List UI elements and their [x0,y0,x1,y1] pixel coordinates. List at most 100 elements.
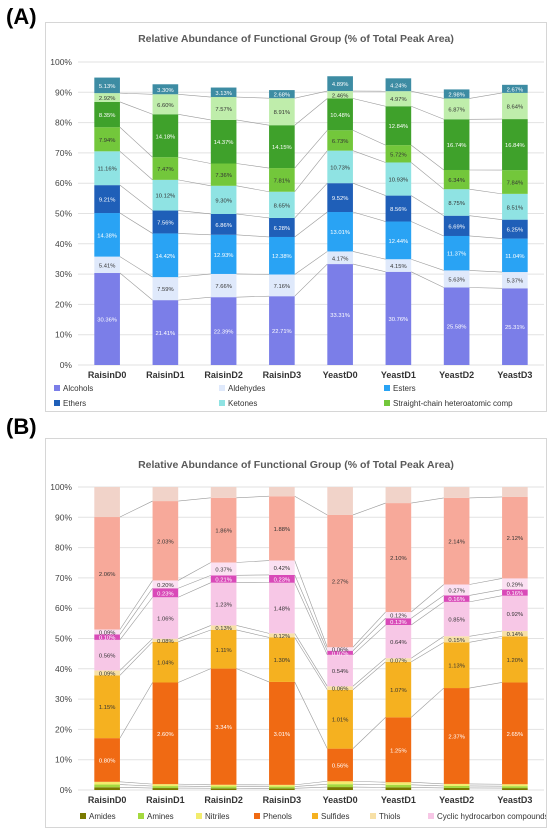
data-label: 12.38% [272,254,292,260]
series-connector [469,631,502,636]
bar-segment-11 [327,487,353,515]
data-label: 1.88% [274,527,290,533]
data-label: 0.29% [507,582,523,588]
series-connector [178,784,211,785]
data-label: 10.73% [330,165,350,171]
y-tick-label: 40% [55,239,72,249]
data-label: 9.30% [215,198,231,204]
series-connector [469,236,502,239]
bar-segment-3 [269,785,295,787]
legend-swatch [219,385,225,391]
series-connector [178,498,211,501]
category-label: YeastD1 [381,795,416,805]
data-label: 33.31% [330,313,350,319]
series-connector [178,94,211,97]
series-connector [295,212,328,237]
bar-segment-3 [502,784,528,786]
legend-swatch [384,385,390,391]
series-connector [120,501,153,517]
bar-segment-2 [502,786,528,788]
data-label: 11.37% [447,252,466,258]
data-label: 2.68% [274,93,290,99]
data-label: 8.65% [274,203,290,209]
data-label: 8.64% [507,104,523,110]
series-connector [411,196,444,216]
series-connector [120,213,153,233]
panel-a: (A) Relative Abundance of Functional Gro… [0,0,550,412]
data-label: 8.51% [507,205,523,211]
category-label: YeastD1 [381,370,416,380]
data-label: 4.17% [332,256,348,262]
data-label: 6.69% [448,224,464,230]
series-connector [469,682,502,688]
data-label: 0.12% [274,634,290,640]
bar-segment-11 [502,487,528,497]
series-connector [295,496,328,515]
series-connector [295,583,328,655]
data-label: 0.13% [215,626,231,632]
bar-segment-2 [386,785,412,788]
data-label: 5.41% [99,263,115,269]
series-connector [469,216,502,220]
series-connector [411,498,444,503]
data-label: 7.66% [215,284,231,290]
data-label: 11.04% [505,254,524,260]
y-tick-label: 70% [55,148,72,158]
panel-a-letter: (A) [6,4,37,30]
data-label: 0.09% [99,671,115,677]
data-label: 0.56% [332,763,348,769]
series-connector [411,787,444,788]
data-label: 2.65% [507,732,523,738]
category-label: YeastD0 [323,795,358,805]
series-connector [120,185,153,210]
legend-swatch [428,813,434,819]
data-label: 1.15% [99,705,115,711]
data-label: 0.54% [332,669,348,675]
data-label: 5.37% [507,279,523,285]
y-tick-label: 70% [55,573,72,583]
data-label: 3.30% [157,88,173,94]
data-label: 2.14% [448,540,464,546]
series-connector [295,682,328,749]
data-label: 7.84% [507,180,523,186]
data-label: 0.21% [215,578,231,584]
series-connector [120,273,153,300]
data-label: 10.48% [330,113,350,119]
data-label: 7.81% [274,178,290,184]
data-label: 0.16% [448,597,464,603]
data-label: 4.24% [390,83,406,89]
series-connector [120,785,153,787]
bar-segment-3 [153,784,179,786]
series-connector [411,222,444,236]
series-connector [469,497,502,498]
category-label: YeastD3 [497,795,532,805]
data-label: 1.06% [157,616,173,622]
bar-segment-3 [327,781,353,784]
data-label: 5.72% [390,152,406,158]
data-label: 1.13% [448,664,464,670]
data-label: 9.21% [99,198,115,204]
data-label: 7.59% [157,287,173,293]
category-label: RaisinD2 [204,795,243,805]
data-label: 11.16% [98,167,117,173]
bar-segment-11 [211,487,237,498]
series-connector [236,296,269,297]
data-label: 14.38% [97,233,117,239]
data-label: 10.93% [389,178,409,184]
legend-label: Alcohols [63,384,93,393]
series-connector [120,151,153,180]
bar-segment-11 [386,487,412,503]
series-connector [353,251,386,259]
data-label: 6.86% [215,223,231,229]
data-label: 25.31% [505,325,525,331]
data-label: 0.08% [157,639,173,645]
series-connector [178,297,211,300]
data-label: 0.09% [99,630,115,636]
bar-segment-2 [94,785,120,788]
series-connector [353,130,386,145]
legend-swatch [138,813,144,819]
series-connector [295,130,328,168]
legend-swatch [54,385,60,391]
series-connector [353,781,386,782]
series-connector [236,669,269,682]
